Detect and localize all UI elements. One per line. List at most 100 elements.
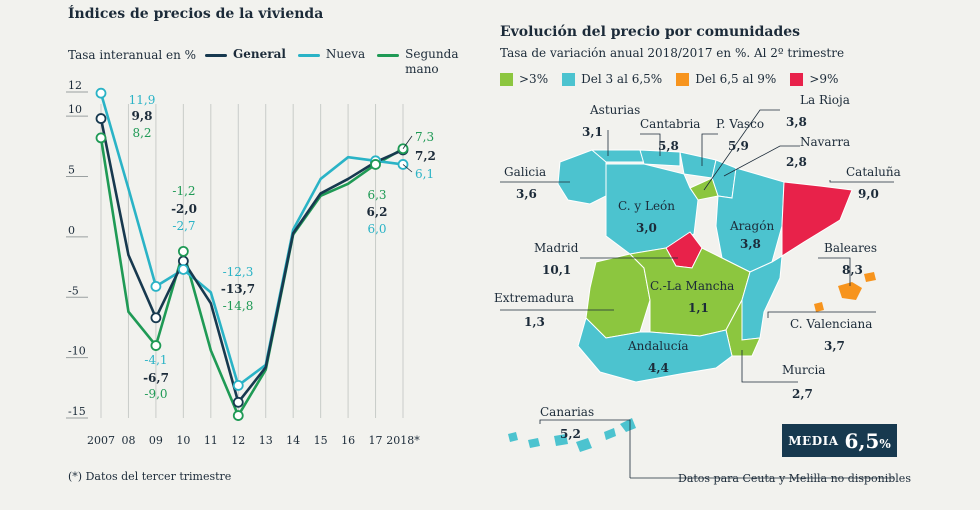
leader-larioja (703, 109, 780, 191)
annotation-label: 11,9 (129, 93, 156, 107)
x-tick-label: 13 (259, 434, 273, 447)
map-legend-item-4: >9% (790, 72, 838, 86)
label-cantabria-value: 5,8 (658, 139, 679, 153)
annotation-label: 7,3 (415, 130, 434, 144)
label-cvalenciana-value: 3,7 (824, 339, 845, 353)
annotation-label: 6,3 (367, 188, 386, 202)
media-badge: MEDIA 6,5% (782, 424, 897, 457)
x-tick-label: 17 (369, 434, 383, 447)
annotation-label: -2,7 (172, 219, 195, 233)
legend-label-general: General (233, 47, 286, 61)
leader-2018-segunda (402, 135, 413, 149)
annotation-label: 7,2 (415, 149, 436, 163)
marker-nueva-09 (150, 280, 162, 292)
annotation-label: -6,7 (143, 371, 169, 385)
marker-nueva-10 (177, 264, 189, 275)
map-legend-item-3: Del 6,5 al 9% (676, 72, 776, 86)
leader-2018-nueva (402, 164, 413, 173)
series-line-nueva (99, 92, 404, 387)
legend-label-segunda-mano: Segunda mano (405, 47, 459, 76)
x-tick-label: 15 (314, 434, 328, 447)
region-andalucia (577, 317, 733, 383)
marker-segunda-mano-09 (150, 340, 162, 351)
y-tick-label: 10 (68, 103, 82, 116)
line-chart-title: Índices de precios de la vivienda (68, 6, 324, 22)
label-asturias-name: Asturias (589, 103, 640, 117)
map-leader-lines (500, 109, 894, 479)
media-unit: % (879, 436, 891, 451)
map-legend-label-3: Del 6,5 al 9% (695, 72, 777, 86)
label-andalucia-value: 4,4 (648, 361, 669, 375)
label-clamancha-name: C.-La Mancha (650, 279, 734, 293)
region-cantabria (639, 149, 681, 167)
label-aragon-name: Aragón (729, 219, 774, 233)
marker-segunda-mano-17 (370, 159, 381, 170)
region-canarias-3 (554, 434, 568, 446)
label-aragon-value: 3,8 (740, 237, 761, 251)
media-number: 6,5 (844, 428, 880, 453)
annotation-label: -14,8 (223, 299, 254, 313)
legend-swatch-segunda-mano (377, 54, 400, 57)
map-legend-swatch-2 (562, 73, 576, 86)
region-canarias-1 (508, 432, 518, 442)
annotation-label: -13,7 (221, 282, 255, 296)
region-pvasco (679, 151, 717, 179)
y-tick-label: -10 (68, 345, 86, 358)
leader-navarra (723, 145, 800, 177)
label-baleares-name: Baleares (824, 241, 877, 255)
label-galicia-value: 3,6 (516, 187, 537, 201)
series-line-segunda-mano (99, 137, 404, 417)
legend-item-nueva: Nueva (297, 47, 365, 61)
map-legend-item-2: Del 3 al 6,5% (562, 72, 662, 86)
label-pvasco-value: 5,9 (728, 139, 749, 153)
label-cataluna-name: Cataluña (846, 165, 901, 179)
leader-cantabria (640, 133, 661, 156)
annotation-label: -12,3 (223, 265, 254, 279)
line-chart-subtitle: Tasa interanual en % (68, 48, 197, 62)
leader-murcia (741, 350, 798, 383)
line-chart-legend: General Nueva Segunda mano (205, 47, 467, 77)
label-cantabria-name: Cantabria (640, 117, 700, 131)
region-baleares-ibiza (814, 302, 824, 312)
media-value: 6,5% (845, 429, 891, 453)
map-legend-swatch-3 (676, 73, 690, 86)
map-panel: Evolución del precio por comunidades Tas… (480, 0, 980, 510)
annotation-label: -4,1 (144, 353, 167, 367)
annotation-label: -9,0 (144, 387, 167, 401)
marker-general-09 (150, 312, 162, 324)
leader-canarias (539, 419, 631, 478)
leader-cataluna (829, 180, 894, 183)
map-legend-item-1: >3% (500, 72, 548, 86)
label-canarias-name: Canarias (540, 405, 594, 419)
y-tick-label: 5 (68, 164, 75, 177)
line-chart-footnote: (*) Datos del tercer trimestre (68, 470, 232, 483)
label-larioja-value: 3,8 (786, 115, 807, 129)
annotation-label: 6,0 (367, 222, 386, 236)
region-canarias-5 (604, 428, 616, 440)
map-legend-swatch-4 (790, 73, 804, 86)
x-tick-label: 09 (149, 434, 163, 447)
region-extremadura (585, 253, 651, 339)
legend-item-segunda-mano: Segunda mano (377, 47, 467, 77)
leader-baleares (818, 257, 851, 286)
x-tick-label: 12 (231, 434, 245, 447)
label-navarra-name: Navarra (800, 135, 850, 149)
x-tick-label: 14 (286, 434, 300, 447)
label-baleares-value: 8,3 (842, 263, 863, 277)
label-asturias-value: 3,1 (582, 125, 603, 139)
region-cataluna (781, 181, 853, 257)
series-line-general (99, 118, 404, 404)
annotation-label: 6,1 (415, 167, 434, 181)
label-andalucia-name: Andalucía (627, 339, 689, 353)
x-tick-label: 10 (176, 434, 190, 447)
annotation-label: 9,8 (132, 109, 153, 123)
region-canarias-2 (528, 438, 540, 448)
line-chart-panel: Índices de precios de la vivienda Tasa i… (0, 0, 470, 510)
label-clamancha-value: 1,1 (688, 301, 709, 315)
annotation-label: -2,0 (171, 202, 197, 216)
label-extremadura-name: Extremadura (494, 291, 574, 305)
leader-cvalenciana (767, 311, 876, 318)
legend-item-general: General (205, 47, 286, 61)
x-tick-label: 16 (341, 434, 355, 447)
region-baleares-menorca (864, 272, 876, 282)
